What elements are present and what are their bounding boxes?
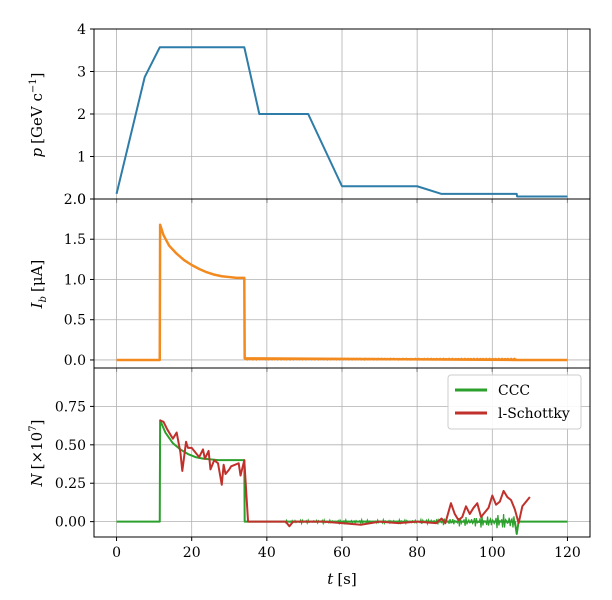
- current-series-group: [116, 223, 568, 362]
- particles-xtick-label-120: 120: [554, 545, 581, 561]
- momentum-series-group: [115, 46, 568, 198]
- momentum-ytick-label-2: 2: [77, 107, 86, 123]
- momentum-ytick-label-0: 0: [77, 192, 86, 208]
- particles-xtick-label-0: 0: [112, 545, 121, 561]
- particles-xtick-label-100: 100: [479, 545, 506, 561]
- particles-xtick-label-40: 40: [258, 545, 276, 561]
- particles-series-group: [116, 419, 568, 535]
- time-axis-label: t [s]: [327, 570, 356, 588]
- current-ytick-label-0.5: 0.5: [64, 313, 86, 329]
- beam-current-axis-label: Ib[μA]: [28, 260, 49, 310]
- legend-label-l-schottky: l-Schottky: [498, 406, 570, 422]
- particles-series-line-l-schottky: [159, 419, 531, 528]
- particles-ytick-label-0: 0.00: [55, 515, 86, 531]
- particles-ytick-label-0.25: 0.25: [55, 476, 86, 492]
- legend: CCC l-Schottky: [447, 374, 582, 430]
- current-ytick-label-1: 1.0: [64, 272, 86, 288]
- current-ytick-label-1.5: 1.5: [64, 232, 86, 248]
- particles-xtick-label-20: 20: [183, 545, 201, 561]
- momentum-series-line-0: [115, 46, 568, 198]
- legend-label-ccc: CCC: [498, 383, 530, 399]
- momentum-ytick-label-1: 1: [77, 150, 86, 166]
- momentum-axis-label: p[GeV c−1]: [28, 73, 46, 158]
- momentum-panel: 0 1 2 3 4: [77, 22, 591, 208]
- momentum-ytick-label-4: 4: [77, 22, 86, 38]
- current-series-line-0: [116, 223, 568, 362]
- particles-xtick-label-60: 60: [333, 545, 351, 561]
- particles-xtick-label-80: 80: [408, 545, 426, 561]
- momentum-ytick-label-3: 3: [77, 65, 86, 81]
- particles-ytick-label-0.5: 0.50: [55, 438, 86, 454]
- particles-ytick-label-0.75: 0.75: [55, 399, 86, 415]
- particle-number-axis-label: N[×107]: [28, 420, 46, 488]
- current-ytick-label-2: 2.0: [64, 192, 86, 208]
- particles-series-line-ccc: [116, 419, 568, 535]
- beam-current-panel: 0.0 0.5 1.0 1.5 2.0: [64, 192, 591, 372]
- current-ytick-label-0: 0.0: [64, 353, 86, 369]
